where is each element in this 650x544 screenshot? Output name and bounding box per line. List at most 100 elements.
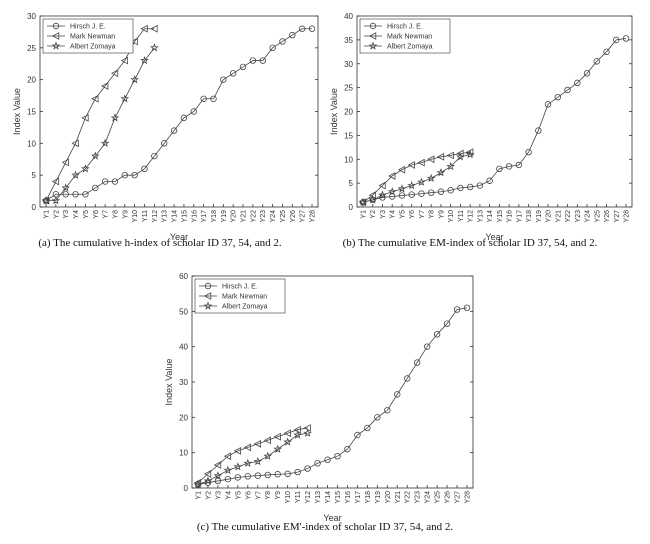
x-tick-label: Y26 (290, 210, 297, 223)
marker (130, 37, 138, 46)
marker (283, 437, 293, 446)
marker (61, 183, 71, 192)
marker (583, 70, 591, 77)
x-tick-label: Y20 (546, 210, 553, 223)
x-tick-label: Y19 (536, 210, 543, 223)
marker (91, 94, 99, 103)
marker (369, 22, 377, 30)
marker (378, 190, 387, 199)
y-tick-label: 20 (179, 413, 188, 422)
marker (220, 76, 227, 83)
marker (603, 48, 610, 56)
x-tick-label: Y3 (215, 491, 222, 500)
x-tick-label: Y1 (44, 210, 51, 219)
x-tick-label: Y7 (103, 210, 110, 219)
series-line (45, 28, 312, 201)
marker (210, 95, 217, 102)
marker (308, 25, 316, 32)
marker (407, 180, 417, 190)
marker (387, 187, 397, 196)
marker (389, 193, 396, 200)
x-tick-label: Y7 (255, 491, 262, 500)
y-tick-label: 60 (179, 272, 188, 281)
y-tick-label: 40 (344, 12, 353, 21)
marker (120, 56, 129, 65)
x-tick-label: Y28 (624, 210, 631, 223)
marker (213, 471, 223, 480)
marker (51, 177, 60, 186)
marker (253, 439, 261, 448)
x-tick-label: Y2 (53, 210, 60, 219)
marker (466, 183, 474, 191)
x-tick-label: Y13 (315, 491, 322, 504)
marker (423, 343, 431, 350)
y-tick-label: 0 (184, 484, 189, 493)
x-tick-label: Y16 (345, 491, 352, 504)
marker (233, 447, 242, 455)
marker (273, 444, 283, 453)
x-tick-label: Y17 (355, 491, 362, 504)
x-axis-label: Year (485, 232, 503, 242)
x-axis-label: Year (323, 513, 341, 523)
marker (141, 165, 148, 172)
marker (121, 171, 129, 179)
legend-label: Mark Newman (222, 294, 267, 301)
marker (263, 451, 273, 460)
x-tick-label: Y17 (516, 210, 523, 223)
marker (613, 36, 620, 44)
marker (622, 35, 630, 42)
marker (358, 197, 368, 206)
x-tick-label: Y19 (221, 210, 228, 223)
x-tick-label: Y21 (555, 210, 562, 223)
x-tick-label: Y8 (112, 210, 119, 219)
marker (150, 43, 159, 52)
marker (273, 432, 281, 441)
marker (82, 191, 89, 198)
y-tick-label: 0 (32, 203, 37, 212)
x-tick-label: Y27 (614, 210, 621, 223)
series-line (45, 28, 155, 201)
marker (269, 44, 276, 52)
marker (303, 428, 312, 437)
marker (203, 469, 212, 478)
marker (254, 472, 261, 479)
legend-label: Mark Newman (70, 34, 115, 41)
marker (457, 184, 464, 192)
marker (413, 359, 421, 366)
x-tick-label: Y15 (497, 210, 504, 223)
marker (110, 113, 120, 122)
x-tick-label: Y19 (375, 491, 382, 504)
marker (515, 161, 523, 169)
x-tick-label: Y25 (280, 210, 287, 223)
marker (203, 301, 213, 310)
x-tick-label: Y27 (300, 210, 307, 223)
marker (249, 57, 257, 64)
marker (436, 152, 445, 161)
x-tick-label: Y7 (419, 210, 426, 219)
marker (62, 191, 69, 198)
x-tick-label: Y20 (385, 491, 392, 504)
marker (71, 139, 79, 148)
marker (417, 177, 426, 186)
x-tick-label: Y4 (390, 210, 397, 219)
x-tick-label: Y20 (231, 210, 238, 223)
marker (111, 178, 119, 185)
x-tick-label: Y3 (63, 210, 70, 219)
marker (368, 32, 377, 40)
marker (388, 172, 396, 180)
y-tick-label: 30 (179, 378, 188, 387)
legend-label: Albert Zomaya (387, 44, 433, 51)
x-tick-label: Y1 (361, 210, 368, 219)
marker (224, 475, 232, 483)
y-axis-label: Index Value (164, 359, 174, 406)
x-tick-label: Y5 (399, 210, 406, 219)
x-tick-label: Y12 (305, 491, 312, 504)
marker (525, 148, 532, 156)
x-tick-label: Y25 (594, 210, 601, 223)
marker (463, 304, 471, 311)
x-tick-label: Y27 (455, 491, 462, 504)
y-tick-label: 35 (344, 36, 353, 45)
marker (234, 474, 242, 481)
marker (213, 461, 222, 469)
x-tick-label: Y16 (191, 210, 198, 223)
